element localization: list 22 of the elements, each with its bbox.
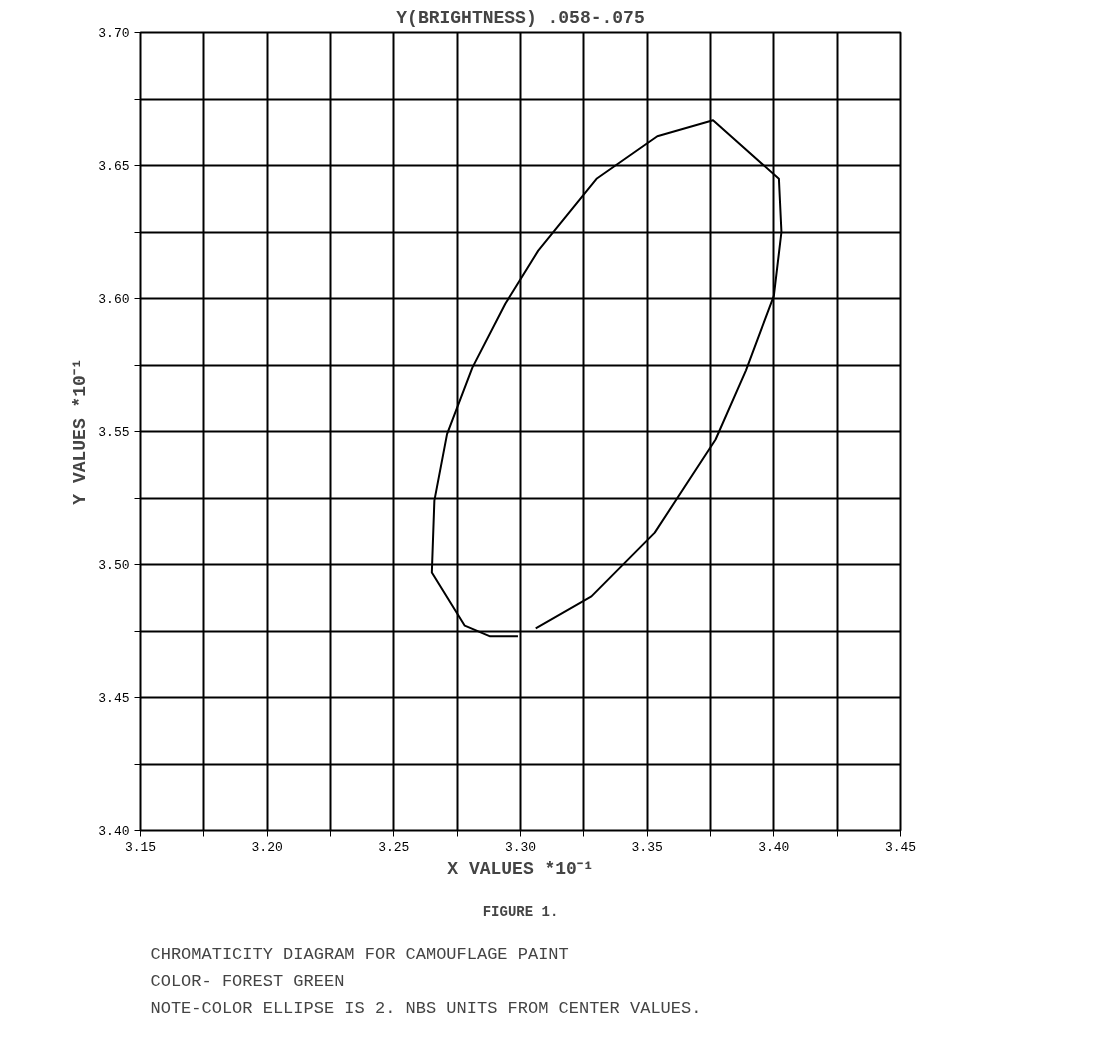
x-tick-label: 3.25 [378,839,410,855]
y-tick-label: 3.50 [98,558,130,573]
y-tick-label: 3.55 [98,425,130,440]
y-tick-label: 3.65 [98,159,130,174]
text: CHROMATICITY DIAGRAM FOR CAMOUFLAGE PAINT [150,944,569,964]
y-axis-title: Y VALUES *10⁻¹ [70,358,91,505]
x-tick-label: 3.20 [251,839,283,855]
x-tick-label: 3.30 [504,839,537,855]
x-axis-title: X VALUES *10⁻¹ [447,858,594,879]
text: NOTE-COLOR ELLIPSE IS 2. NBS UNITS FROM CENTER VALUES. [150,998,702,1018]
line-series [430,119,783,638]
x-tick-label: 3.40 [758,839,790,855]
text: COLOR- FOREST GREEN [150,971,345,991]
y-tick-label: 3.40 [98,824,130,839]
y-tick-label: 3.45 [98,691,130,706]
x-tick-label: 3.45 [884,839,917,855]
x-tick-label: 3.15 [124,839,157,855]
y-tick-label: 3.60 [98,292,130,307]
caption: FIGURE 1. [482,903,559,920]
x-tick-label: 3.35 [631,839,663,855]
y-tick-label: 3.70 [98,26,130,41]
chart-title: Y(BRIGHTNESS) .058-.075 [396,7,645,28]
